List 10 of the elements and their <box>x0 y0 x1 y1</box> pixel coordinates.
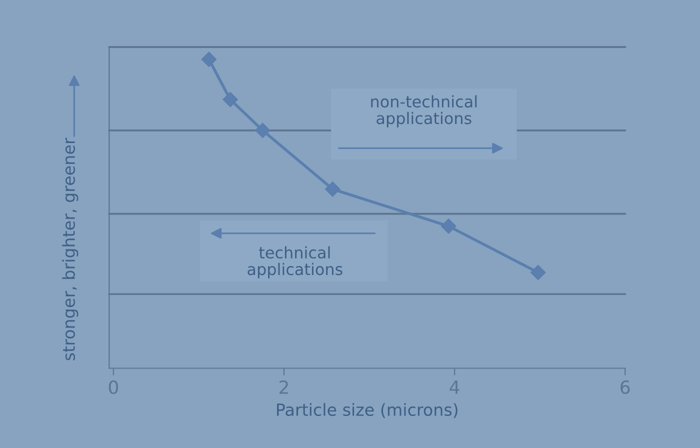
x-axis-title: Particle size (microns) <box>277 403 458 418</box>
point <box>530 264 546 280</box>
annotation: technical applications <box>248 246 342 278</box>
point <box>201 52 217 67</box>
point <box>222 92 238 108</box>
y-axis-title: stronger, brighter, greener <box>62 138 78 360</box>
point <box>255 122 270 138</box>
point <box>325 182 340 197</box>
annotation: non-technical applications <box>371 95 477 128</box>
point <box>441 218 456 234</box>
